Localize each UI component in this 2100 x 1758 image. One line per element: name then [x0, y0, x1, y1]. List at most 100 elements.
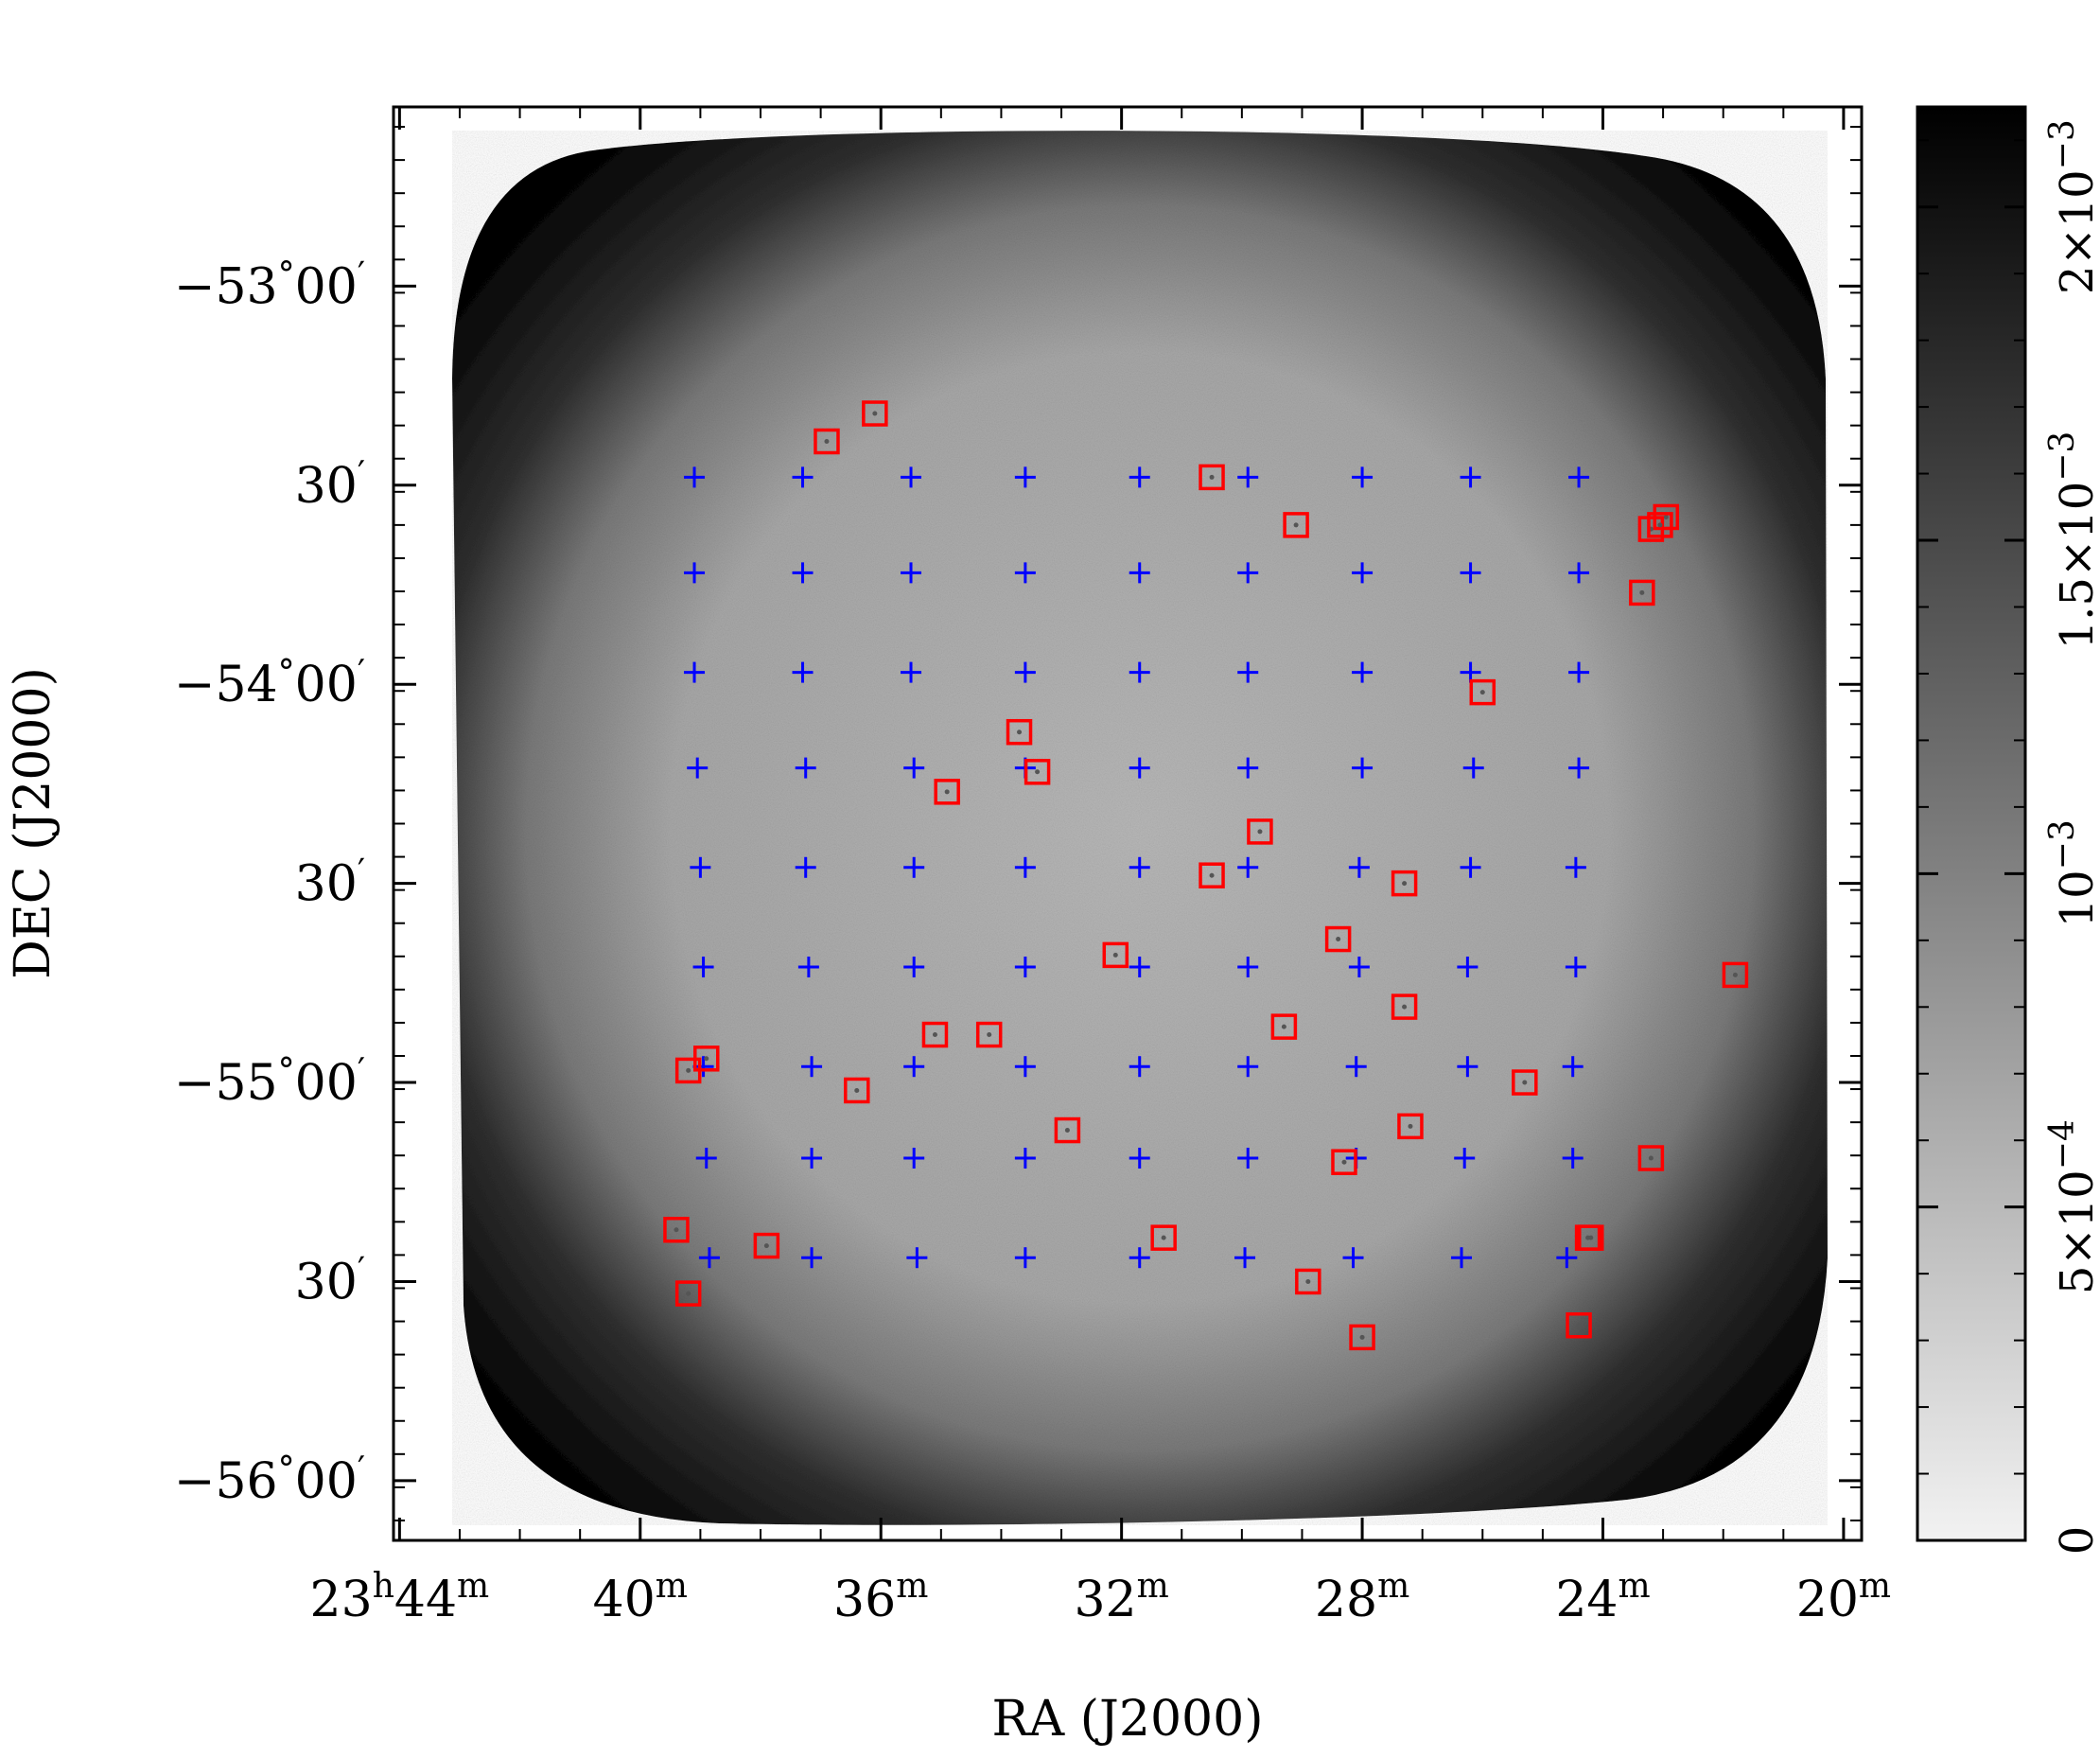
- source-point: [1112, 952, 1118, 958]
- source-point: [1209, 474, 1215, 480]
- source-point: [1257, 829, 1263, 835]
- pointing-center-marker: [1565, 856, 1586, 878]
- pointing-center-marker: [1129, 757, 1150, 779]
- pointing-center-marker: [801, 1056, 823, 1078]
- source-point: [824, 439, 830, 444]
- pointing-center-marker: [1237, 466, 1259, 488]
- pointing-center-marker: [1237, 661, 1259, 683]
- pointing-center-marker: [1129, 661, 1150, 683]
- source-square-marker: [1102, 941, 1129, 969]
- y-tick-label: −56°00′: [174, 1450, 365, 1510]
- pointing-center-marker: [903, 757, 925, 779]
- source-square-marker: [1054, 1116, 1081, 1144]
- marks-layer: [663, 400, 1749, 1351]
- source-point: [763, 1243, 769, 1249]
- y-tick-label: −55°00′: [174, 1052, 365, 1112]
- pointing-center-marker: [690, 856, 711, 878]
- pointing-center-marker: [1129, 1247, 1150, 1269]
- pointing-center-marker: [1460, 466, 1481, 488]
- source-point: [1161, 1235, 1166, 1240]
- pointing-center-marker: [1352, 562, 1374, 584]
- source-point: [1648, 1155, 1654, 1161]
- source-point: [686, 1067, 691, 1073]
- colorbar-ticks: 0 5×10−4 10−3 1.5×10−3 2×10−3: [1917, 119, 2100, 1555]
- source-square-marker: [1637, 516, 1665, 542]
- x-tick-label: 40m: [593, 1567, 688, 1628]
- pointing-center-marker: [1237, 957, 1259, 977]
- source-square-marker: [1199, 464, 1225, 491]
- source-square-marker: [1295, 1268, 1321, 1295]
- pointing-center-marker: [792, 661, 814, 683]
- source-point: [1639, 589, 1645, 595]
- pointing-center-marker: [906, 1247, 928, 1269]
- source-point: [1305, 1278, 1311, 1284]
- pointing-center-marker: [801, 1148, 823, 1169]
- colorbar-tick-label: 5×10−4: [2043, 1119, 2100, 1294]
- pointing-center-marker: [1014, 957, 1036, 977]
- source-square-marker: [693, 1046, 720, 1072]
- source-point: [1341, 1159, 1347, 1165]
- source-square-marker: [1647, 512, 1673, 538]
- source-square-marker: [1283, 512, 1309, 538]
- pointing-center-marker: [901, 562, 922, 584]
- colorbar-tick-label: 1.5×10−3: [2043, 431, 2100, 650]
- source-point: [1281, 1024, 1286, 1029]
- pointing-center-marker: [695, 1148, 717, 1169]
- pointing-center-marker: [1562, 1148, 1584, 1169]
- source-point: [1585, 1235, 1591, 1240]
- source-square-marker: [1637, 1145, 1665, 1171]
- pointing-center-marker: [1014, 1148, 1036, 1169]
- pointing-center-marker: [1457, 1056, 1479, 1078]
- source-point: [944, 789, 950, 795]
- source-square-marker: [1349, 1324, 1375, 1351]
- source-square-marker: [1006, 718, 1033, 746]
- pointing-center-marker: [1129, 856, 1150, 878]
- source-square-marker: [753, 1232, 780, 1259]
- source-square-marker: [921, 1021, 949, 1048]
- pointing-center-marker: [1348, 957, 1370, 977]
- y-tick-label: 30′: [295, 853, 365, 913]
- pointing-center-marker: [1237, 1056, 1259, 1078]
- y-tick-label: 30′: [295, 1251, 365, 1310]
- survey-field-coverage: [452, 131, 1828, 1525]
- source-point: [1209, 872, 1215, 878]
- source-square-marker: [844, 1077, 870, 1104]
- pointing-center-marker: [1568, 757, 1590, 779]
- source-square-marker: [1324, 925, 1352, 953]
- pointing-center-marker: [1556, 1247, 1578, 1269]
- source-square-marker: [934, 779, 960, 805]
- x-axis: 23h44m 40m 36m 32m 28m 24m 20m: [310, 107, 1891, 1628]
- pointing-center-marker: [1129, 1056, 1150, 1078]
- source-point: [1657, 522, 1663, 528]
- pointing-center-marker: [1568, 466, 1590, 488]
- pointing-center-marker: [903, 1056, 925, 1078]
- pointing-center-marker: [1237, 757, 1259, 779]
- pointing-center-marker: [684, 562, 706, 584]
- pointing-center-marker: [903, 957, 925, 977]
- pointing-center-marker: [1562, 1056, 1584, 1078]
- source-point: [1663, 514, 1669, 519]
- source-point: [1035, 769, 1041, 775]
- colorbar-gradient: [1917, 107, 2025, 1540]
- x-tick-label: 28m: [1315, 1567, 1409, 1628]
- colorbar: 0 5×10−4 10−3 1.5×10−3 2×10−3: [1916, 105, 2100, 1555]
- source-square-marker: [1469, 678, 1496, 706]
- pointing-center-marker: [684, 661, 706, 683]
- source-point: [872, 411, 878, 416]
- pointing-center-marker: [1129, 466, 1150, 488]
- source-point: [1522, 1080, 1528, 1085]
- pointing-center-marker: [795, 856, 816, 878]
- source-square-marker: [1722, 961, 1749, 989]
- source-square-marker: [975, 1021, 1003, 1048]
- pointing-center-marker: [1352, 661, 1374, 683]
- pointing-center-marker: [684, 466, 706, 488]
- source-point: [1336, 937, 1341, 942]
- pointing-center-marker: [1014, 661, 1036, 683]
- source-square-marker: [1397, 1113, 1424, 1140]
- pointing-center-marker: [903, 1148, 925, 1169]
- source-point: [1408, 1123, 1413, 1129]
- pointing-center-marker: [1129, 957, 1150, 977]
- source-square-marker: [1391, 870, 1418, 897]
- source-square-marker: [1566, 1312, 1592, 1339]
- colorbar-tick-label: 10−3: [2043, 819, 2100, 927]
